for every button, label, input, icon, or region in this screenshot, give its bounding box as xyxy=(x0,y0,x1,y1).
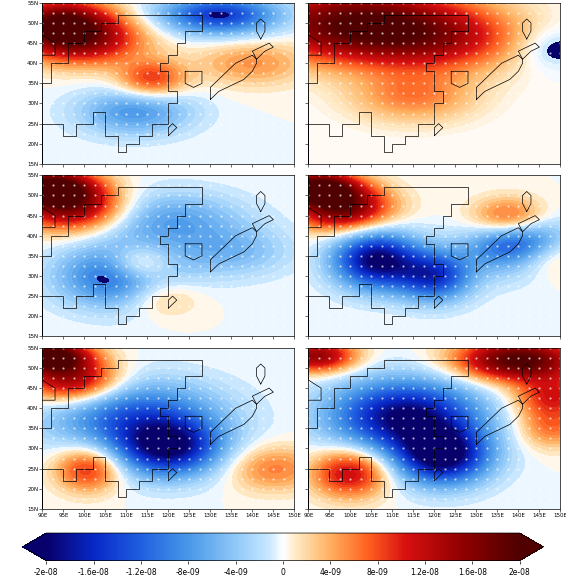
PathPatch shape xyxy=(520,533,543,561)
PathPatch shape xyxy=(23,533,46,561)
